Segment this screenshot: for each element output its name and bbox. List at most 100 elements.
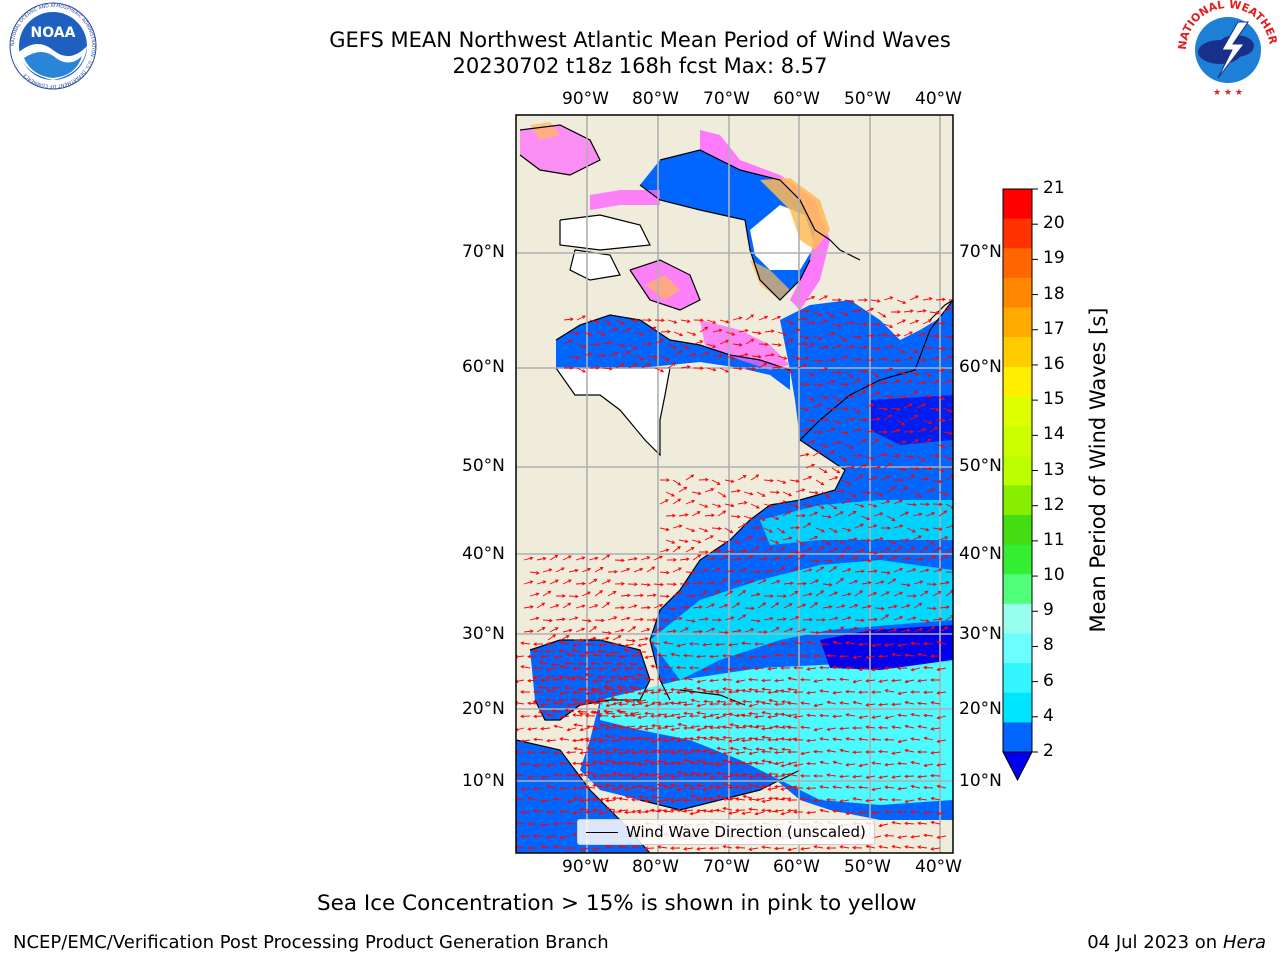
wind-wave-arrow xyxy=(930,654,941,658)
wind-wave-arrow xyxy=(696,808,707,813)
wind-wave-arrow xyxy=(597,675,608,680)
wind-wave-arrow xyxy=(608,351,619,357)
wind-wave-arrow xyxy=(703,699,714,704)
wind-wave-arrow xyxy=(799,356,810,361)
wind-wave-arrow xyxy=(576,343,587,348)
wind-wave-arrow xyxy=(540,750,551,755)
wind-wave-arrow xyxy=(805,463,816,469)
wind-wave-arrow xyxy=(890,379,901,385)
wind-wave-arrow xyxy=(625,638,636,643)
wind-wave-arrow xyxy=(883,414,893,421)
wind-wave-arrow xyxy=(848,604,859,609)
colorbar-segment xyxy=(1003,277,1032,309)
wind-wave-arrow xyxy=(828,503,838,510)
wind-wave-arrow xyxy=(646,618,657,622)
wind-wave-arrow xyxy=(848,627,858,633)
wind-wave-arrow xyxy=(683,736,694,741)
wind-wave-arrow xyxy=(670,783,681,788)
wind-wave-arrow xyxy=(900,538,910,542)
wind-wave-arrow xyxy=(782,511,792,517)
wind-wave-arrow xyxy=(748,703,759,708)
wind-wave-arrow xyxy=(711,590,721,597)
wind-wave-arrow xyxy=(900,628,911,633)
wind-wave-arrow xyxy=(527,701,538,706)
wind-wave-arrow xyxy=(624,787,635,791)
wind-wave-arrow xyxy=(748,655,759,660)
wind-wave-arrow xyxy=(624,643,635,648)
wind-wave-arrow xyxy=(680,343,690,350)
wind-wave-arrow xyxy=(929,311,940,315)
wind-wave-arrow xyxy=(813,679,824,683)
wind-wave-arrow xyxy=(657,808,668,813)
wind-wave-arrow xyxy=(717,539,728,544)
wind-wave-arrow xyxy=(615,319,625,325)
wind-wave-arrow xyxy=(758,315,769,321)
wind-wave-arrow xyxy=(551,662,562,667)
wind-wave-arrow xyxy=(870,465,881,470)
colorbar-segment xyxy=(1003,633,1032,664)
wind-wave-arrow xyxy=(858,737,869,741)
wind-wave-arrow xyxy=(657,845,668,849)
wind-wave-arrow xyxy=(861,604,872,609)
wind-wave-arrow xyxy=(588,626,598,633)
wind-wave-arrow xyxy=(750,546,760,553)
wind-wave-arrow xyxy=(781,700,792,704)
wind-wave-arrow xyxy=(828,527,838,533)
wind-wave-arrow xyxy=(871,667,882,672)
wind-wave-arrow xyxy=(769,515,780,521)
wind-wave-arrow xyxy=(832,737,843,741)
wind-wave-arrow xyxy=(935,443,946,448)
wind-wave-arrow xyxy=(673,350,683,357)
wind-wave-arrow xyxy=(532,675,543,680)
labrador-sea xyxy=(780,300,953,440)
wind-wave-arrow xyxy=(581,567,592,573)
wind-wave-arrow xyxy=(917,678,928,683)
wind-wave-arrow xyxy=(884,737,895,742)
wind-wave-arrow xyxy=(854,503,865,508)
wind-wave-arrow xyxy=(718,603,729,609)
wind-wave-arrow xyxy=(693,318,704,323)
wind-wave-arrow xyxy=(634,331,645,336)
wind-wave-arrow xyxy=(722,712,733,717)
wind-wave-arrow xyxy=(744,555,754,561)
wind-wave-arrow xyxy=(776,617,787,621)
wind-wave-arrow xyxy=(821,491,831,498)
wind-wave-arrow xyxy=(900,556,911,561)
wind-wave-arrow xyxy=(572,713,583,717)
wind-wave-arrow xyxy=(585,713,596,718)
lat-label-left: 10°N xyxy=(462,771,505,791)
wind-wave-arrow xyxy=(768,746,779,751)
wind-wave-arrow xyxy=(631,784,642,789)
wind-wave-arrow xyxy=(818,467,828,473)
wind-wave-arrow xyxy=(729,722,740,727)
wind-wave-arrow xyxy=(573,796,584,801)
wind-wave-arrow xyxy=(838,355,848,361)
wind-wave-arrow xyxy=(677,770,688,775)
wind-wave-arrow xyxy=(680,365,691,369)
wind-wave-arrow xyxy=(922,371,932,377)
wind-wave-arrow xyxy=(690,698,701,703)
wind-wave-arrow xyxy=(844,394,855,399)
wind-wave-arrow xyxy=(812,403,822,409)
wind-wave-arrow xyxy=(904,679,915,684)
wind-wave-arrow xyxy=(812,430,823,434)
wind-wave-arrow xyxy=(923,713,934,718)
wind-wave-arrow xyxy=(852,774,863,779)
wind-wave-arrow xyxy=(841,616,852,621)
wind-wave-arrow xyxy=(614,628,625,633)
wind-wave-arrow xyxy=(884,666,895,670)
wind-wave-arrow xyxy=(926,606,937,611)
wind-wave-arrow xyxy=(865,655,876,660)
wind-wave-arrow xyxy=(605,734,616,739)
wind-wave-arrow xyxy=(670,687,681,692)
wind-wave-arrow xyxy=(638,772,648,776)
wind-wave-arrow xyxy=(870,417,881,421)
wind-wave-arrow xyxy=(851,357,862,362)
wind-wave-arrow xyxy=(653,582,664,587)
wind-wave-arrow xyxy=(913,627,924,633)
wind-wave-arrow xyxy=(936,763,947,767)
wind-wave-arrow xyxy=(939,580,950,585)
wind-wave-arrow xyxy=(577,709,588,714)
lat-label-left: 30°N xyxy=(462,624,505,644)
wind-wave-arrow xyxy=(683,751,694,756)
